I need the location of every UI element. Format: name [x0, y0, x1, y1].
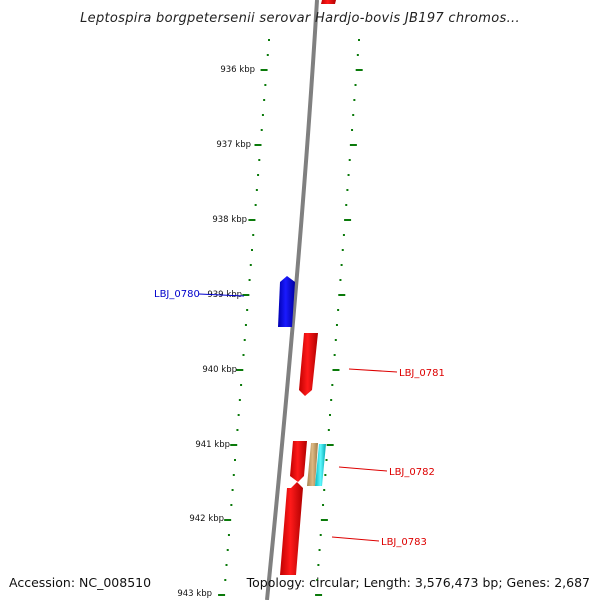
label-leader-lbj-0782 — [338, 466, 388, 472]
label-leader-lbj-0783 — [331, 536, 380, 542]
tick-labels: 936 kbp 937 kbp 938 kbp 939 kbp 940 kbp … — [177, 65, 255, 599]
gene-lbj-0781[interactable] — [299, 333, 318, 396]
gene-label-lbj-0780[interactable]: LBJ_0780 — [154, 289, 200, 300]
tick-label: 942 kbp — [189, 514, 224, 524]
gene-lbj-0783[interactable] — [280, 482, 303, 575]
gene-label-lbj-0783[interactable]: LBJ_0783 — [381, 537, 427, 548]
accession-text: Accession: NC_008510 — [9, 575, 151, 590]
inner-tick-marks — [218, 39, 270, 596]
tick-label: 937 kbp — [216, 140, 251, 150]
label-leader-lbj-0781 — [348, 368, 398, 373]
tick-label: 936 kbp — [220, 65, 255, 75]
map-title: Leptospira borgpetersenii serovar Hardjo… — [80, 11, 520, 26]
tick-label: 938 kbp — [212, 215, 247, 225]
summary-text: Topology: circular; Length: 3,576,473 bp… — [246, 575, 590, 590]
gene-feature-partial — [321, 0, 336, 4]
gene-lbj-0780[interactable] — [278, 276, 295, 327]
gene-feature-red[interactable] — [290, 441, 307, 482]
gene-lbj-0782-cyan[interactable] — [315, 444, 326, 486]
tick-label: 943 kbp — [177, 589, 212, 599]
gene-lbj-0782-tan[interactable] — [307, 443, 318, 486]
gene-label-lbj-0782[interactable]: LBJ_0782 — [389, 467, 435, 478]
tick-label: 940 kbp — [202, 365, 237, 375]
outer-tick-marks — [315, 39, 363, 596]
gene-label-lbj-0781[interactable]: LBJ_0781 — [399, 368, 445, 379]
genome-backbone — [265, 0, 319, 600]
tick-label: 941 kbp — [195, 440, 230, 450]
label-leader-lbj-0780 — [198, 293, 245, 297]
